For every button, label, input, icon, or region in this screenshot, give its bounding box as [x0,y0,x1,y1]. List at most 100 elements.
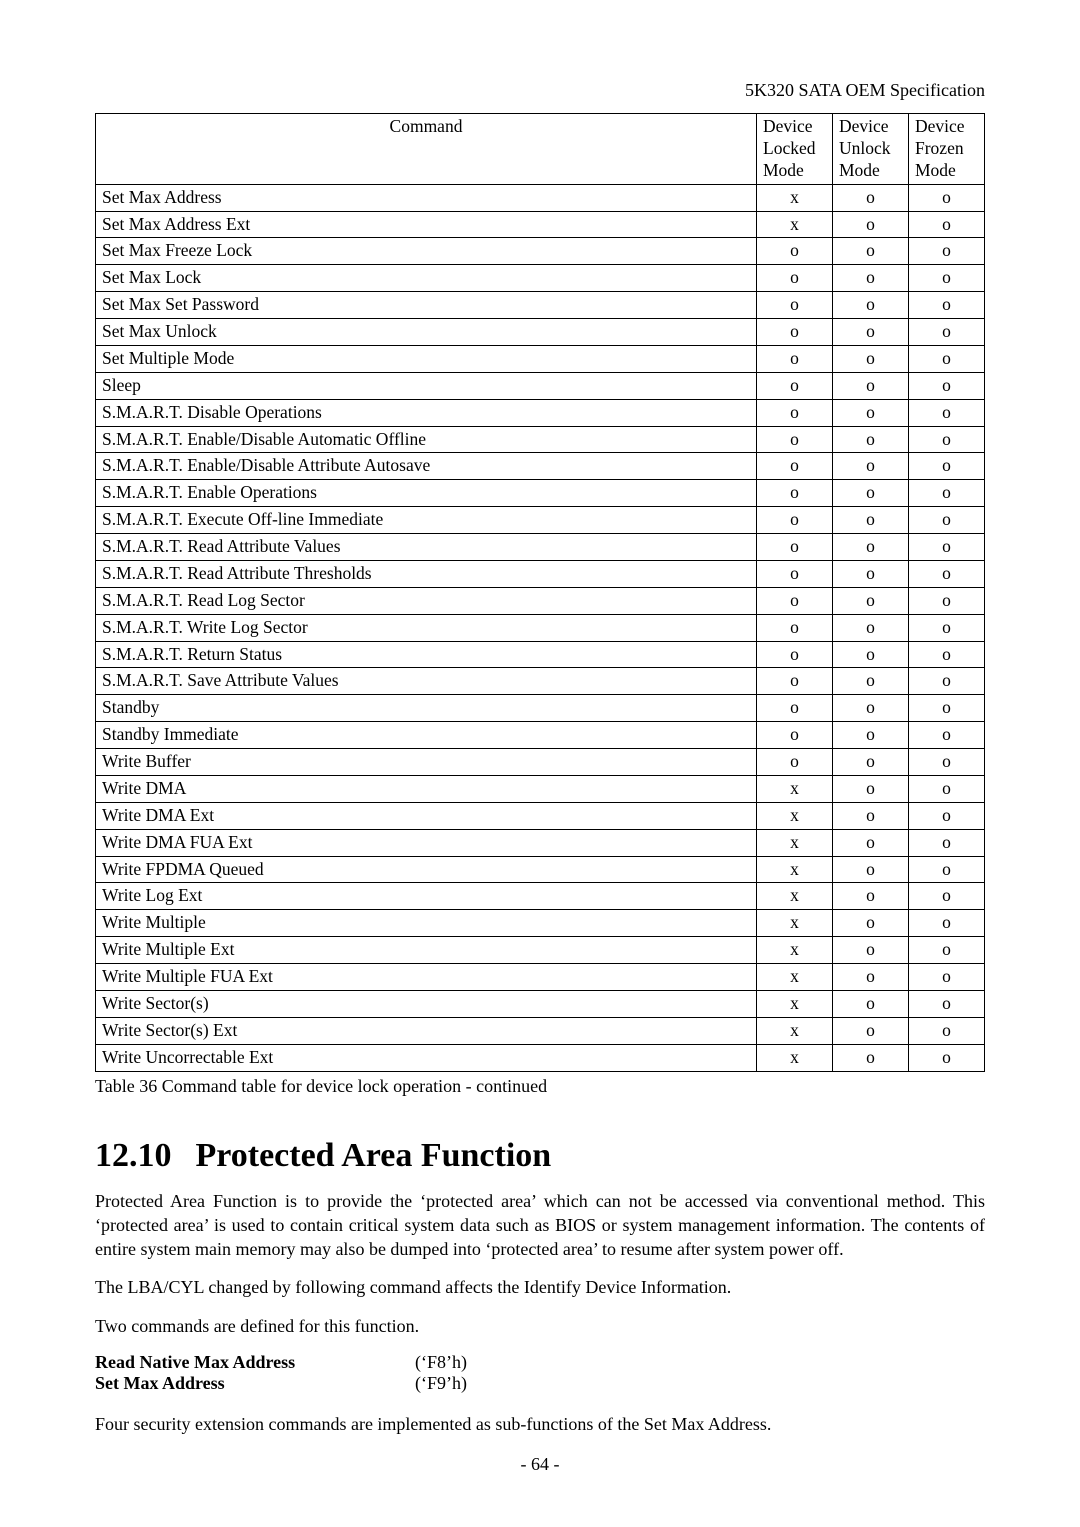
cell-command: Write Log Ext [96,883,757,910]
doc-header-title: 5K320 SATA OEM Specification [95,80,985,101]
cell-value: o [833,345,909,372]
table-row: Write Uncorrectable Extxoo [96,1044,985,1071]
cell-value: o [757,614,833,641]
table-row: S.M.A.R.T. Write Log Sectorooo [96,614,985,641]
cell-value: o [833,641,909,668]
cell-value: x [757,856,833,883]
table-row: Write Sector(s) Extxoo [96,1017,985,1044]
cell-value: o [757,722,833,749]
cell-command: Write Sector(s) [96,990,757,1017]
cell-value: o [909,507,985,534]
cell-value: o [909,265,985,292]
table-row: S.M.A.R.T. Enable Operationsooo [96,480,985,507]
command-def-code: (‘F8’h) [415,1352,467,1373]
cell-command: Set Max Set Password [96,292,757,319]
command-def-row: Set Max Address (‘F9’h) [95,1373,985,1394]
cell-value: o [833,534,909,561]
cell-command: Write Multiple [96,910,757,937]
cell-command: S.M.A.R.T. Execute Off-line Immediate [96,507,757,534]
cell-command: Set Max Lock [96,265,757,292]
cell-command: Standby [96,695,757,722]
cell-command: S.M.A.R.T. Save Attribute Values [96,668,757,695]
table-row: Set Max Unlockooo [96,319,985,346]
cell-value: o [833,802,909,829]
cell-command: Set Max Freeze Lock [96,238,757,265]
cell-value: o [909,480,985,507]
cell-value: o [833,964,909,991]
table-row: S.M.A.R.T. Disable Operationsooo [96,399,985,426]
cell-value: o [833,883,909,910]
cell-value: x [757,829,833,856]
cell-value: x [757,937,833,964]
page-number: - 64 - [95,1454,985,1475]
table-row: Write Log Extxoo [96,883,985,910]
col-header-unlock: Device Unlock Mode [833,114,909,185]
cell-value: x [757,1044,833,1071]
cell-value: o [909,1017,985,1044]
cell-command: S.M.A.R.T. Write Log Sector [96,614,757,641]
cell-value: o [909,560,985,587]
cell-command: Write Sector(s) Ext [96,1017,757,1044]
cell-value: o [757,668,833,695]
cell-command: Set Max Address Ext [96,211,757,238]
table-row: Write Sector(s)xoo [96,990,985,1017]
cell-value: x [757,211,833,238]
cell-value: x [757,883,833,910]
cell-value: o [909,399,985,426]
section-number: 12.10 [95,1137,172,1174]
cell-value: o [833,775,909,802]
cell-value: x [757,964,833,991]
table-row: S.M.A.R.T. Read Attribute Thresholdsooo [96,560,985,587]
cell-value: o [757,453,833,480]
cell-value: o [833,211,909,238]
cell-value: o [833,319,909,346]
cell-value: o [757,265,833,292]
cell-value: o [833,372,909,399]
table-row: Set Max Address Extxoo [96,211,985,238]
table-row: Standbyooo [96,695,985,722]
cell-value: x [757,990,833,1017]
cell-value: o [909,211,985,238]
cell-value: o [757,641,833,668]
cell-command: S.M.A.R.T. Read Attribute Thresholds [96,560,757,587]
cell-value: o [833,829,909,856]
cell-value: o [757,587,833,614]
cell-value: o [909,856,985,883]
cell-value: o [909,184,985,211]
cell-value: o [909,775,985,802]
cell-value: o [757,292,833,319]
cell-value: o [757,534,833,561]
cell-value: o [757,695,833,722]
cell-command: Write DMA [96,775,757,802]
table-row: Standby Immediateooo [96,722,985,749]
cell-value: o [909,641,985,668]
table-row: S.M.A.R.T. Return Statusooo [96,641,985,668]
cell-value: o [909,372,985,399]
section-paragraph: Two commands are defined for this functi… [95,1314,985,1338]
table-row: Write Bufferooo [96,749,985,776]
cell-command: Write Uncorrectable Ext [96,1044,757,1071]
cell-value: o [757,345,833,372]
cell-value: o [909,614,985,641]
cell-command: Write DMA Ext [96,802,757,829]
cell-value: o [833,937,909,964]
table-caption: Table 36 Command table for device lock o… [95,1076,985,1097]
cell-value: o [757,399,833,426]
cell-value: o [833,668,909,695]
cell-value: o [909,668,985,695]
table-row: Write FPDMA Queuedxoo [96,856,985,883]
cell-command: Write Multiple Ext [96,937,757,964]
cell-command: Write FPDMA Queued [96,856,757,883]
cell-value: o [909,1044,985,1071]
cell-value: o [833,507,909,534]
cell-value: o [909,292,985,319]
section-paragraph: Four security extension commands are imp… [95,1412,985,1436]
cell-value: o [909,990,985,1017]
cell-command: Write Buffer [96,749,757,776]
cell-command: Set Max Unlock [96,319,757,346]
command-def-name: Read Native Max Address [95,1352,415,1373]
cell-command: Write DMA FUA Ext [96,829,757,856]
cell-command: S.M.A.R.T. Enable Operations [96,480,757,507]
table-row: S.M.A.R.T. Save Attribute Valuesooo [96,668,985,695]
cell-value: o [833,856,909,883]
